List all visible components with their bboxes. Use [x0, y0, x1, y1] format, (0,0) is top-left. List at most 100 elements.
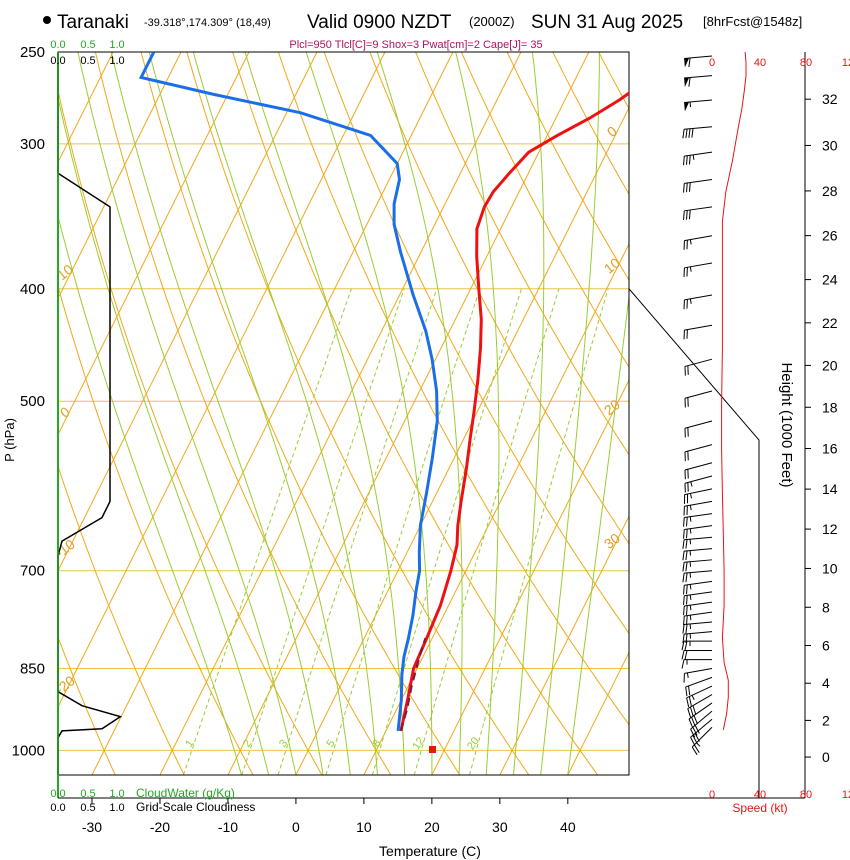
wind-flag [684, 102, 690, 112]
wind-flag [684, 77, 690, 88]
dry-adiabat-line [506, 52, 629, 282]
wind-feather [683, 585, 685, 595]
wind-feather [693, 715, 698, 725]
mixing-ratio-line [413, 288, 560, 775]
wind-barb [684, 358, 713, 367]
isotherm-label: 10 [601, 254, 623, 276]
header-forecast: [8hrFcst@1548z] [703, 14, 802, 29]
dry-adiabat-line [140, 52, 461, 775]
wind-barbs [681, 55, 713, 756]
x-tick-label: -30 [82, 819, 102, 835]
wind-feather [683, 210, 685, 221]
x-axis-label: Temperature (C) [379, 843, 481, 859]
wind-feather [691, 717, 696, 726]
mixing-ratio-label: 5 [324, 738, 337, 750]
speed-tick-top: 80 [800, 57, 812, 69]
wind-feather [690, 728, 696, 738]
wind-barb [684, 420, 713, 429]
hodograph-panel [628, 288, 760, 798]
wind-half-feather [691, 695, 695, 701]
wind-feather [692, 735, 698, 744]
cloudwater-tick-bottom: 1.0 [109, 788, 124, 800]
mixing-ratio-label: 20 [465, 735, 482, 752]
wind-half-feather [689, 298, 692, 304]
speed-tick-top: 40 [754, 57, 766, 69]
wind-barb [687, 694, 713, 709]
wind-feather [691, 128, 694, 138]
wind-feather [686, 615, 688, 625]
wind-feather [688, 696, 692, 706]
wind-barb [684, 475, 713, 484]
mixing-ratio-line [371, 288, 522, 775]
wind-barb [684, 668, 713, 674]
mixing-ratio-line [182, 288, 352, 775]
plot-frame [57, 51, 630, 776]
isotherm-line [58, 52, 386, 709]
x-tick-label: -10 [218, 819, 238, 835]
isotherm-label: -20 [52, 672, 78, 697]
wind-feather [683, 156, 685, 166]
p-tick-label: 300 [20, 136, 45, 153]
header-bullet-icon [43, 16, 51, 24]
wind-feather [682, 624, 685, 634]
wind-feather [692, 726, 698, 736]
wind-barb [684, 324, 713, 331]
wind-feather [688, 128, 691, 138]
wind-feather [688, 77, 691, 87]
wind-feather [687, 708, 691, 718]
dry-adiabat-line [232, 52, 599, 775]
wind-barb [686, 685, 713, 699]
wind-feather [686, 517, 688, 527]
p-tick-label: 1000 [12, 742, 45, 759]
p-tick-label: 850 [20, 661, 45, 678]
height-tick-label: 14 [822, 481, 838, 497]
dry-adiabat-line [460, 52, 629, 368]
wind-half-feather [689, 493, 693, 499]
mixing-ratio-line [469, 288, 609, 775]
wind-barb [684, 601, 713, 607]
height-tick-label: 10 [822, 560, 838, 576]
p-tick-label: 500 [20, 393, 45, 410]
cloudiness-tick-bottom: 1.0 [109, 802, 124, 814]
x-tick-label: 0 [292, 819, 300, 835]
isotherm-line [58, 52, 182, 300]
wind-barb [684, 262, 713, 269]
isotherm-line [499, 515, 629, 775]
wind-feather [681, 641, 685, 651]
wind-barb [684, 235, 713, 242]
dry-adiabat-line [369, 52, 629, 545]
mixing-ratio-line [325, 288, 481, 775]
wind-half-feather [689, 266, 692, 272]
wind-barb [684, 621, 713, 625]
wind-half-feather [689, 584, 692, 590]
cloudwater-tick-bottom: 0.0 [50, 788, 65, 800]
moist-adiabat-line [148, 52, 351, 775]
wind-feather [684, 650, 688, 660]
wind-barb [684, 525, 713, 530]
wind-barb [684, 548, 713, 552]
cloudiness-tick-top: 0.0 [50, 55, 65, 67]
wind-feather [686, 210, 688, 220]
mixing-ratio-label: 12 [410, 735, 427, 752]
wind-barb [690, 718, 713, 738]
speed-label: Speed (kt) [732, 801, 787, 815]
wind-feather [686, 595, 688, 605]
wind-half-feather [689, 605, 692, 611]
wind-feather [685, 572, 688, 583]
mixing-ratio-label: 8 [370, 738, 383, 750]
height-tick-label: 8 [822, 599, 830, 615]
mixing-ratio-label: 3 [277, 738, 290, 750]
cloudwater-tick-top: 0.5 [80, 39, 95, 51]
wind-feather [685, 624, 688, 634]
wind-barb [684, 151, 713, 157]
speed-tick-top: 12 [842, 57, 850, 69]
wind-barb [684, 559, 713, 563]
x-tick-label: 30 [492, 819, 508, 835]
cloudiness-tick-top: 1.0 [109, 55, 124, 67]
wind-barb [684, 179, 713, 184]
wind-barb [685, 676, 713, 688]
wind-barb [684, 570, 713, 574]
wind-feather [690, 737, 696, 746]
wind-feather [694, 725, 700, 734]
